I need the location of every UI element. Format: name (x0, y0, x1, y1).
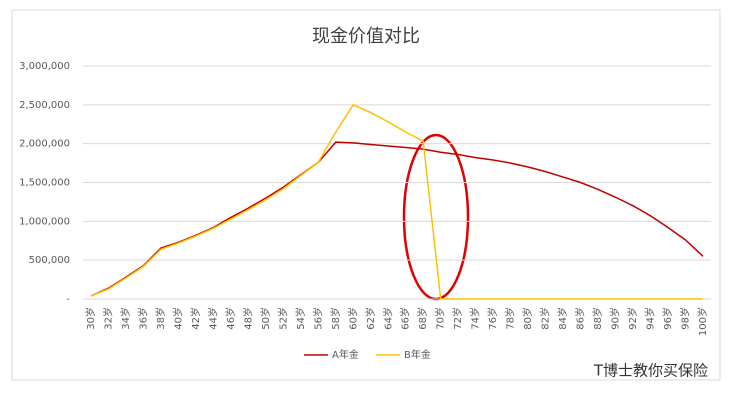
x-tick-label: 80岁 (521, 307, 534, 330)
x-tick-label: 62岁 (364, 307, 377, 330)
chart-frame (11, 9, 721, 381)
x-tick-label: 100岁 (696, 307, 709, 336)
x-tick-label: 96岁 (661, 307, 674, 330)
x-tick-label: 94岁 (644, 307, 657, 330)
x-tick-label: 34岁 (119, 307, 132, 330)
x-tick-label: 42岁 (189, 307, 202, 330)
y-tick-label: 3,000,000 (19, 61, 70, 72)
y-tick-label: 1,000,000 (19, 216, 70, 227)
x-tick-label: 50岁 (259, 307, 272, 330)
x-tick-label: 70岁 (434, 307, 447, 330)
x-tick-label: 64岁 (381, 307, 394, 330)
y-tick-label: 500,000 (29, 255, 70, 266)
x-tick-label: 48岁 (241, 307, 254, 330)
x-tick-label: 56岁 (311, 307, 324, 330)
y-tick-label: 1,500,000 (19, 178, 70, 189)
x-tick-label: 36岁 (136, 307, 149, 330)
chart-title: 现金价值对比 (312, 26, 420, 47)
series-line (90, 103, 703, 300)
x-tick-label: 52岁 (276, 307, 289, 330)
legend-label: A年金 (332, 348, 359, 361)
x-tick-label: 88岁 (591, 307, 604, 330)
x-tick-label: 40岁 (171, 307, 184, 330)
x-tick-label: 82岁 (539, 307, 552, 330)
x-tick-label: 32岁 (101, 307, 114, 330)
y-tick-label: - (66, 294, 70, 305)
x-tick-label: 58岁 (329, 307, 342, 330)
x-tick-label: 98岁 (679, 307, 692, 330)
x-tick-label: 60岁 (346, 307, 359, 330)
x-tick-label: 92岁 (626, 307, 639, 330)
x-tick-label: 86岁 (574, 307, 587, 330)
x-tick-label: 84岁 (556, 307, 569, 330)
x-tick-label: 30岁 (84, 307, 97, 330)
y-tick-label: 2,000,000 (19, 139, 70, 150)
x-tick-label: 44岁 (206, 307, 219, 330)
x-tick-label: 68岁 (416, 307, 429, 330)
x-tick-label: 90岁 (609, 307, 622, 330)
x-tick-label: 78岁 (504, 307, 517, 330)
x-tick-label: 66岁 (399, 307, 412, 330)
x-tick-label: 76岁 (486, 307, 499, 330)
x-tick-label: 74岁 (469, 307, 482, 330)
legend-label: B年金 (404, 348, 431, 361)
y-tick-label: 2,500,000 (19, 100, 70, 111)
watermark: T博士教你买保险 (593, 362, 708, 380)
x-tick-label: 54岁 (294, 307, 307, 330)
x-tick-label: 38岁 (154, 307, 167, 330)
x-tick-label: 72岁 (451, 307, 464, 330)
x-tick-label: 46岁 (224, 307, 237, 330)
